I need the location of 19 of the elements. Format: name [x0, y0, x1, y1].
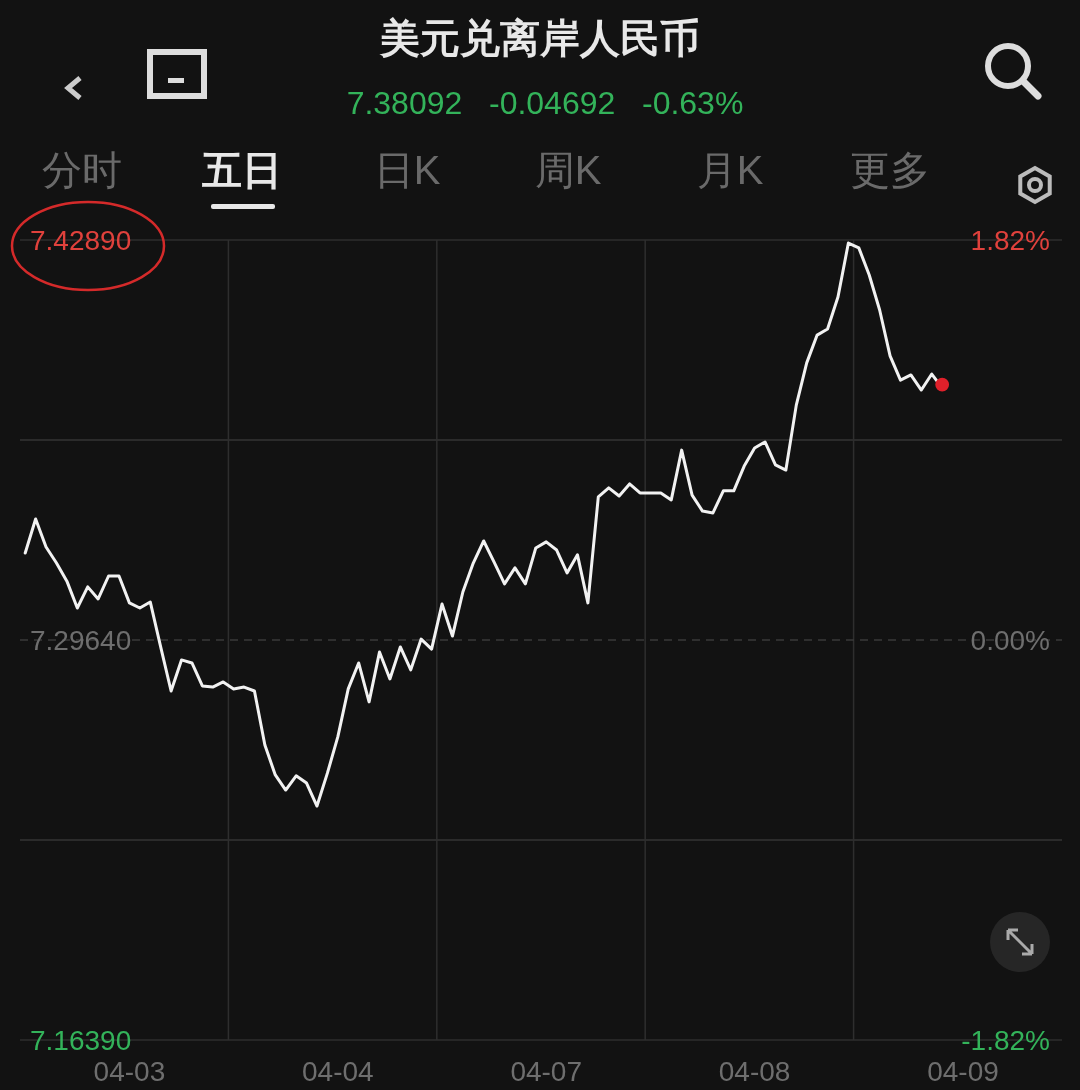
x-tick-label: 04-03 [93, 1056, 166, 1087]
text: 五日 [201, 148, 282, 192]
chart-title: 美元兑离岸人民币 [379, 16, 700, 60]
text: 更多 [850, 148, 930, 192]
y2-tick-label: 0.00% [970, 624, 1050, 656]
y-tick-label: 7.16390 [30, 1024, 132, 1056]
y-tick-label: 7.42890 [30, 224, 132, 256]
text: 月K [696, 148, 764, 192]
y2-tick-label: 1.82% [970, 224, 1050, 256]
x-tick-label: 04-04 [302, 1056, 374, 1087]
y-tick-label: 7.29640 [30, 624, 132, 656]
text: 周K [534, 148, 602, 192]
chart-subtitle: 7.38092 -0.04692 -0.63% [346, 85, 744, 121]
x-tick-label: 04-09 [927, 1056, 999, 1087]
text: 日K [373, 148, 441, 192]
x-tick-label: 04-08 [718, 1056, 791, 1087]
x-tick-label: 04-07 [510, 1056, 583, 1087]
y2-tick-label: -1.82% [961, 1024, 1050, 1056]
text: 分时 [42, 148, 122, 192]
